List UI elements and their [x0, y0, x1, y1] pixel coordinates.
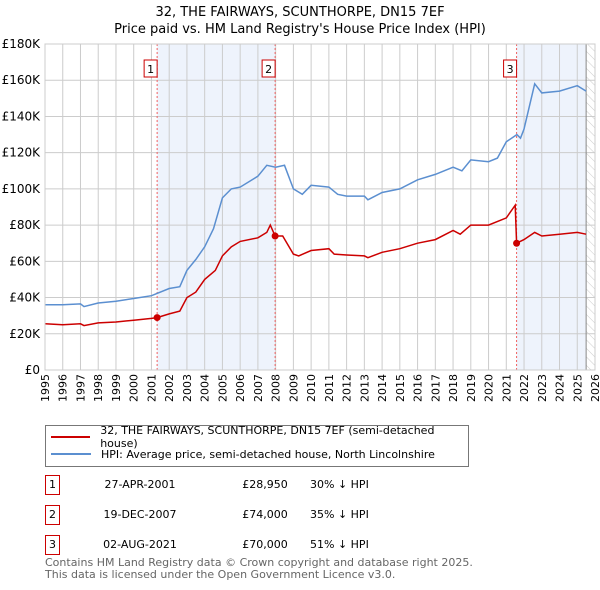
- sale-hpi-diff: 30% ↓ HPI: [310, 478, 369, 491]
- sale-price: £28,950: [242, 478, 288, 491]
- x-tick-label: 2019: [465, 374, 478, 402]
- x-tick-label: 2012: [341, 374, 354, 402]
- sale-price: £70,000: [242, 538, 288, 551]
- x-tick-label: 2001: [145, 374, 158, 402]
- y-tick-label: £20K: [9, 327, 41, 341]
- sale-date: 02-AUG-2021: [103, 538, 177, 551]
- shaded-period: [157, 44, 276, 370]
- x-tick-label: 1995: [39, 374, 52, 402]
- price-chart: 1995 1996 1997 1998 1999 2000 2001 2002 2003 2004…: [2, 37, 600, 402]
- sale-badge: 2: [45, 505, 60, 525]
- red-line-swatch: [51, 436, 91, 438]
- sale-point: [153, 314, 161, 322]
- price-paid-line: [44, 202, 587, 327]
- y-tick-label: £0: [25, 363, 40, 377]
- shaded-period: [516, 44, 587, 370]
- x-tick-label: 2016: [412, 374, 425, 402]
- sale-badge-box: [261, 59, 276, 78]
- legend: 32, THE FAIRWAYS, SCUNTHORPE, DN15 7EF (…: [45, 424, 469, 467]
- y-tick-label: £60K: [9, 254, 41, 268]
- x-tick-label: 2018: [447, 374, 460, 402]
- y-tick-label: £100K: [2, 182, 42, 196]
- sale-badge: 1: [45, 475, 60, 495]
- chart-subtitle: Price paid vs. HM Land Registry's House …: [114, 22, 486, 37]
- x-tick-label: 2011: [323, 374, 336, 402]
- x-tick-label: 1998: [92, 374, 105, 402]
- x-tick-label: 2008: [270, 374, 283, 402]
- sale-badge-label: 1: [147, 63, 154, 76]
- sale-badge-label: 2: [265, 63, 272, 76]
- x-tick-label: 2022: [518, 374, 531, 402]
- footer: Contains HM Land Registry data © Crown c…: [45, 557, 473, 581]
- x-tick-label: 1996: [57, 374, 70, 402]
- x-tick-label: 2013: [358, 374, 371, 402]
- y-tick-label: £180K: [2, 37, 42, 51]
- y-tick-label: £120K: [2, 146, 42, 160]
- y-tick-label: £40K: [9, 291, 41, 305]
- x-tick-label: 2004: [199, 374, 212, 402]
- sale-date: 27-APR-2001: [104, 478, 176, 491]
- y-tick-label: £140K: [2, 109, 42, 123]
- x-tick-label: 2026: [589, 374, 600, 402]
- sale-row-3: 3 02-AUG-2021 £70,000 51% ↓ HPI: [45, 535, 465, 555]
- x-tick-label: 2000: [128, 374, 141, 402]
- x-tick-label: 2017: [429, 374, 442, 402]
- future-hatched-area: [586, 44, 595, 370]
- sale-date: 19-DEC-2007: [103, 508, 177, 521]
- x-tick-label: 2005: [216, 374, 229, 402]
- x-tick-label: 2007: [252, 374, 265, 402]
- x-tick-label: 2021: [500, 374, 513, 402]
- footer-licence: This data is licensed under the Open Gov…: [45, 568, 396, 581]
- x-tick-label: 2010: [305, 374, 318, 402]
- y-tick-label: £80K: [9, 218, 41, 232]
- sale-row-2: 2 19-DEC-2007 £74,000 35% ↓ HPI: [45, 505, 465, 525]
- x-tick-label: 1999: [110, 374, 123, 402]
- sale-badge-box: [143, 59, 158, 78]
- y-tick-label: £160K: [2, 73, 42, 87]
- sale-row-1: 1 27-APR-2001 £28,950 30% ↓ HPI: [45, 475, 465, 495]
- x-tick-label: 2014: [376, 374, 389, 402]
- legend-item-property: 32, THE FAIRWAYS, SCUNTHORPE, DN15 7EF (…: [46, 424, 468, 450]
- footer-copyright: Contains HM Land Registry data © Crown c…: [45, 556, 473, 569]
- x-tick-label: 2020: [483, 374, 496, 402]
- x-tick-label: 2006: [234, 374, 247, 402]
- legend-hpi-label: HPI: Average price, semi-detached house,…: [101, 447, 435, 461]
- x-tick-label: 2024: [554, 374, 567, 402]
- sale-point: [513, 239, 521, 247]
- sale-price: £74,000: [242, 508, 288, 521]
- sale-badge-box: [503, 59, 518, 78]
- legend-property-label: 32, THE FAIRWAYS, SCUNTHORPE, DN15 7EF (…: [100, 424, 435, 450]
- plot-frame: [44, 43, 596, 371]
- x-tick-label: 2009: [287, 374, 300, 402]
- x-tick-label: 2023: [536, 374, 549, 402]
- legend-item-hpi: HPI: Average price, semi-detached house,…: [46, 446, 435, 462]
- blue-line-swatch: [51, 453, 91, 455]
- x-tick-label: 2025: [571, 374, 584, 402]
- x-tick-label: 2002: [163, 374, 176, 402]
- sale-badge: 3: [45, 535, 60, 555]
- x-tick-label: 2015: [394, 374, 407, 402]
- sale-hpi-diff: 35% ↓ HPI: [310, 508, 369, 521]
- x-tick-label: 1997: [74, 374, 87, 402]
- sale-badge-label: 3: [507, 63, 514, 76]
- sale-point: [271, 232, 279, 240]
- hpi-line: [45, 82, 587, 308]
- sale-hpi-diff: 51% ↓ HPI: [310, 538, 369, 551]
- chart-title: 32, THE FAIRWAYS, SCUNTHORPE, DN15 7EF: [155, 5, 445, 20]
- x-tick-label: 2003: [181, 374, 194, 402]
